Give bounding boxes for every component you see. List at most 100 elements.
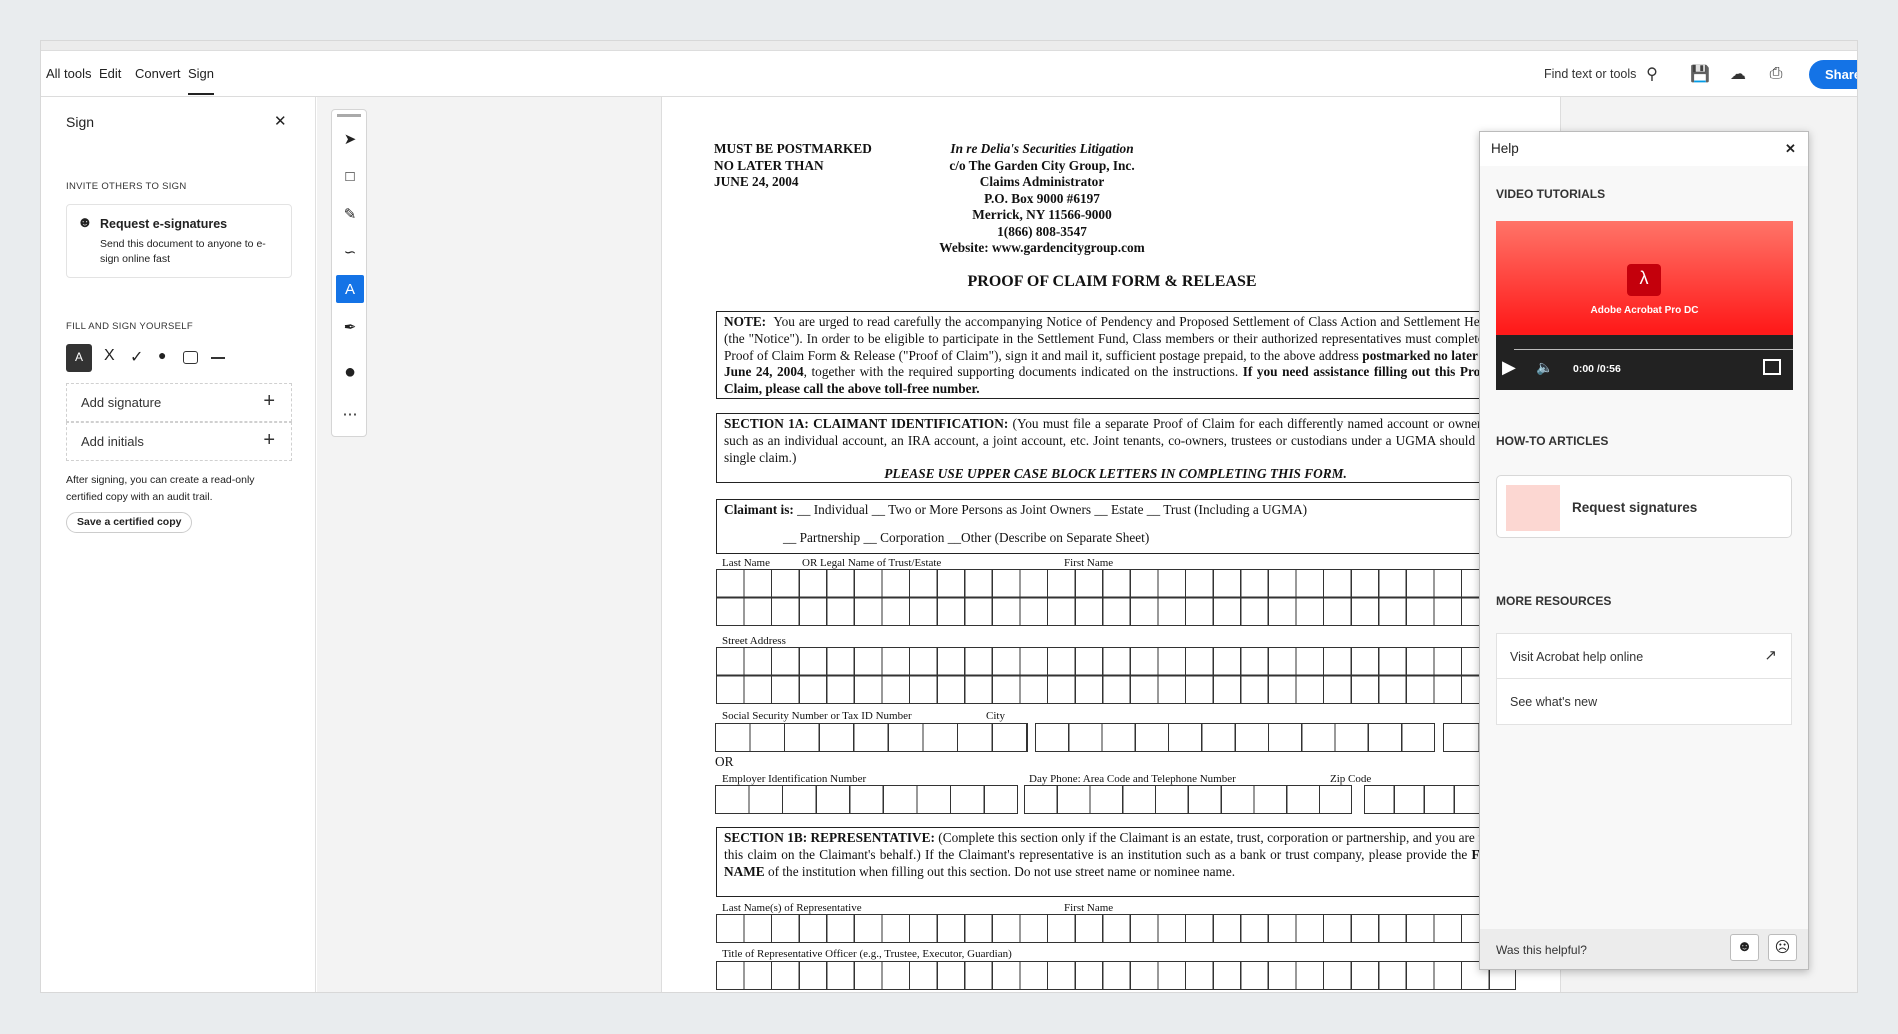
text-field-icon[interactable]: A — [336, 275, 364, 303]
add-comment-icon[interactable]: □ — [345, 167, 355, 185]
thumbs-up-smiley-icon[interactable]: ☻ — [1730, 934, 1759, 961]
label-rep-title: Title of Representative Officer (e.g., T… — [722, 948, 1012, 960]
address-line: c/o The Garden City Group, Inc. — [949, 157, 1135, 173]
tab-strip — [41, 41, 1857, 51]
visit-help-online-link[interactable]: Visit Acrobat help online ↗ — [1496, 633, 1792, 679]
postmark-block: MUST BE POSTMARKED NO LATER THAN JUNE 24… — [714, 141, 872, 191]
note-box: NOTE: You are urged to read carefully th… — [716, 311, 1515, 399]
claimant-label: Claimant is: — [724, 502, 794, 517]
acrobat-logo-icon: λ — [1627, 264, 1661, 296]
pdf-page: MUST BE POSTMARKED NO LATER THAN JUNE 24… — [661, 97, 1561, 992]
add-initials-button[interactable]: Add initials + — [66, 422, 292, 461]
section-1a-box: SECTION 1A: CLAIMANT IDENTIFICATION: (Yo… — [716, 413, 1515, 483]
find-text-or-tools[interactable]: Find text or tools — [1544, 67, 1637, 81]
feedback-question: Was this helpful? — [1496, 943, 1587, 957]
external-link-icon: ↗ — [1764, 647, 1777, 664]
color-dot-icon[interactable]: ● — [343, 360, 357, 383]
street-input-grid[interactable] — [716, 647, 1516, 704]
address-block: In re Delia's Securities Litigation c/o … — [892, 141, 1192, 257]
address-line: Merrick, NY 11566-9000 — [972, 207, 1112, 222]
search-icon[interactable]: ⚲ — [1646, 66, 1658, 83]
ssn-input-grid[interactable] — [715, 723, 1028, 752]
section-1b-label: SECTION 1B: REPRESENTATIVE: — [724, 830, 935, 845]
article-request-signatures[interactable]: Request signatures — [1496, 475, 1792, 538]
or-label: OR — [715, 754, 734, 769]
note-bold: postmarked no later than June 24, 2004 — [724, 347, 1507, 380]
upper-case-instruction: PLEASE USE UPPER CASE BLOCK LETTERS IN C… — [884, 466, 1347, 482]
select-icon[interactable]: ➤ — [343, 131, 357, 148]
label-city: City — [986, 710, 1005, 722]
top-toolbar: All tools Edit Convert Sign Find text or… — [41, 51, 1857, 97]
sign-pen-icon[interactable]: ✒ — [343, 319, 357, 336]
add-signature-button[interactable]: Add signature + — [66, 383, 292, 422]
postmark-line: NO LATER THAN — [714, 157, 824, 173]
phone-input-grid[interactable] — [1024, 785, 1352, 814]
invite-heading: INVITE OTHERS TO SIGN — [66, 181, 187, 192]
help-panel: Help ✕ VIDEO TUTORIALS λ Adobe Acrobat P… — [1479, 131, 1809, 970]
feedback-bar: Was this helpful? ☻ ☹ — [1480, 929, 1808, 969]
label-rep-first: First Name — [1064, 902, 1114, 914]
request-desc: Send this document to anyone to e-sign o… — [100, 238, 266, 265]
section-1a-label: SECTION 1A: CLAIMANT IDENTIFICATION: — [724, 416, 1009, 431]
label-phone: Day Phone: Area Code and Telephone Numbe… — [1029, 773, 1236, 785]
address-line: Website: www.gardencitygroup.com — [939, 240, 1145, 255]
label-last-name: Last Name — [722, 557, 770, 569]
more-heading: MORE RESOURCES — [1496, 594, 1612, 608]
section-1b-text: (Complete this section only if the Claim… — [724, 830, 1507, 862]
request-esignatures-card[interactable]: ☻ Request e-signatures Send this documen… — [66, 204, 292, 278]
resource-label: Visit Acrobat help online — [1510, 650, 1644, 664]
label-legal-name: OR Legal Name of Trust/Estate — [802, 557, 942, 569]
plus-icon: + — [263, 429, 275, 451]
play-icon[interactable]: ▶ — [1502, 357, 1516, 377]
save-icon[interactable]: 💾 — [1690, 66, 1710, 83]
fullscreen-icon[interactable] — [1763, 359, 1781, 375]
cross-tool-icon[interactable]: X — [104, 347, 115, 364]
howto-heading: HOW-TO ARTICLES — [1496, 434, 1609, 448]
rep-name-input-grid[interactable] — [716, 914, 1516, 943]
close-icon[interactable]: ✕ — [274, 113, 287, 130]
video-player[interactable]: λ Adobe Acrobat Pro DC ▶ 🔈 0:00 /0:56 — [1496, 221, 1793, 390]
more-icon[interactable]: ⋯ — [342, 406, 358, 423]
video-brand: Adobe Acrobat Pro DC — [1590, 305, 1699, 316]
label-ssn: Social Security Number or Tax ID Number — [722, 710, 912, 722]
dot-tool-icon[interactable]: ● — [158, 347, 167, 363]
share-button[interactable]: Share — [1809, 60, 1857, 89]
plus-icon: + — [263, 390, 275, 412]
floating-toolbar: ➤ □ ✎ ∽ A ✒ ● ⋯ — [331, 109, 367, 437]
rep-title-input-grid[interactable] — [716, 961, 1516, 990]
tab-edit[interactable]: Edit — [99, 66, 122, 81]
video-progress-bar[interactable] — [1514, 349, 1793, 350]
tab-sign[interactable]: Sign — [188, 66, 215, 95]
tab-convert[interactable]: Convert — [135, 66, 181, 81]
frown-icon[interactable]: ☹ — [1768, 934, 1797, 961]
add-signature-label: Add signature — [81, 395, 162, 410]
video-heading: VIDEO TUTORIALS — [1496, 187, 1606, 201]
label-street: Street Address — [722, 635, 786, 647]
article-title: Request signatures — [1572, 500, 1698, 515]
see-whats-new-link[interactable]: See what's new — [1496, 679, 1792, 725]
add-initials-label: Add initials — [81, 434, 144, 449]
save-certified-copy-button[interactable]: Save a certified copy — [66, 512, 193, 533]
ein-input-grid[interactable] — [715, 785, 1018, 814]
line-tool-icon[interactable] — [211, 357, 225, 359]
check-tool-icon[interactable]: ✓ — [130, 349, 144, 366]
note-bold: If you need assistance filling out this … — [724, 364, 1507, 397]
lasso-draw-icon[interactable]: ∽ — [343, 244, 357, 261]
city-input-grid[interactable] — [1035, 723, 1435, 752]
drag-handle[interactable] — [337, 114, 361, 117]
label-first-name: First Name — [1064, 557, 1114, 569]
label-zip: Zip Code — [1330, 773, 1372, 785]
section-1b-text: of the institution when filling out this… — [764, 863, 1236, 879]
cloud-upload-icon[interactable]: ☁ — [1730, 66, 1746, 83]
close-icon[interactable]: ✕ — [1785, 141, 1796, 156]
rectangle-tool-icon[interactable] — [183, 351, 198, 364]
tab-all-tools[interactable]: All tools — [46, 66, 92, 81]
print-icon[interactable]: ⎙ — [1769, 65, 1783, 82]
highlight-pen-icon[interactable]: ✎ — [343, 206, 357, 223]
certified-note: After signing, you can create a read-onl… — [66, 474, 255, 503]
name-input-grid[interactable] — [716, 569, 1516, 626]
text-field-tool[interactable]: A — [66, 344, 92, 372]
video-controls: ▶ 🔈 0:00 /0:56 — [1496, 335, 1793, 390]
volume-icon[interactable]: 🔈 — [1536, 359, 1554, 375]
note-text: You are urged to read carefully the acco… — [724, 314, 1507, 363]
